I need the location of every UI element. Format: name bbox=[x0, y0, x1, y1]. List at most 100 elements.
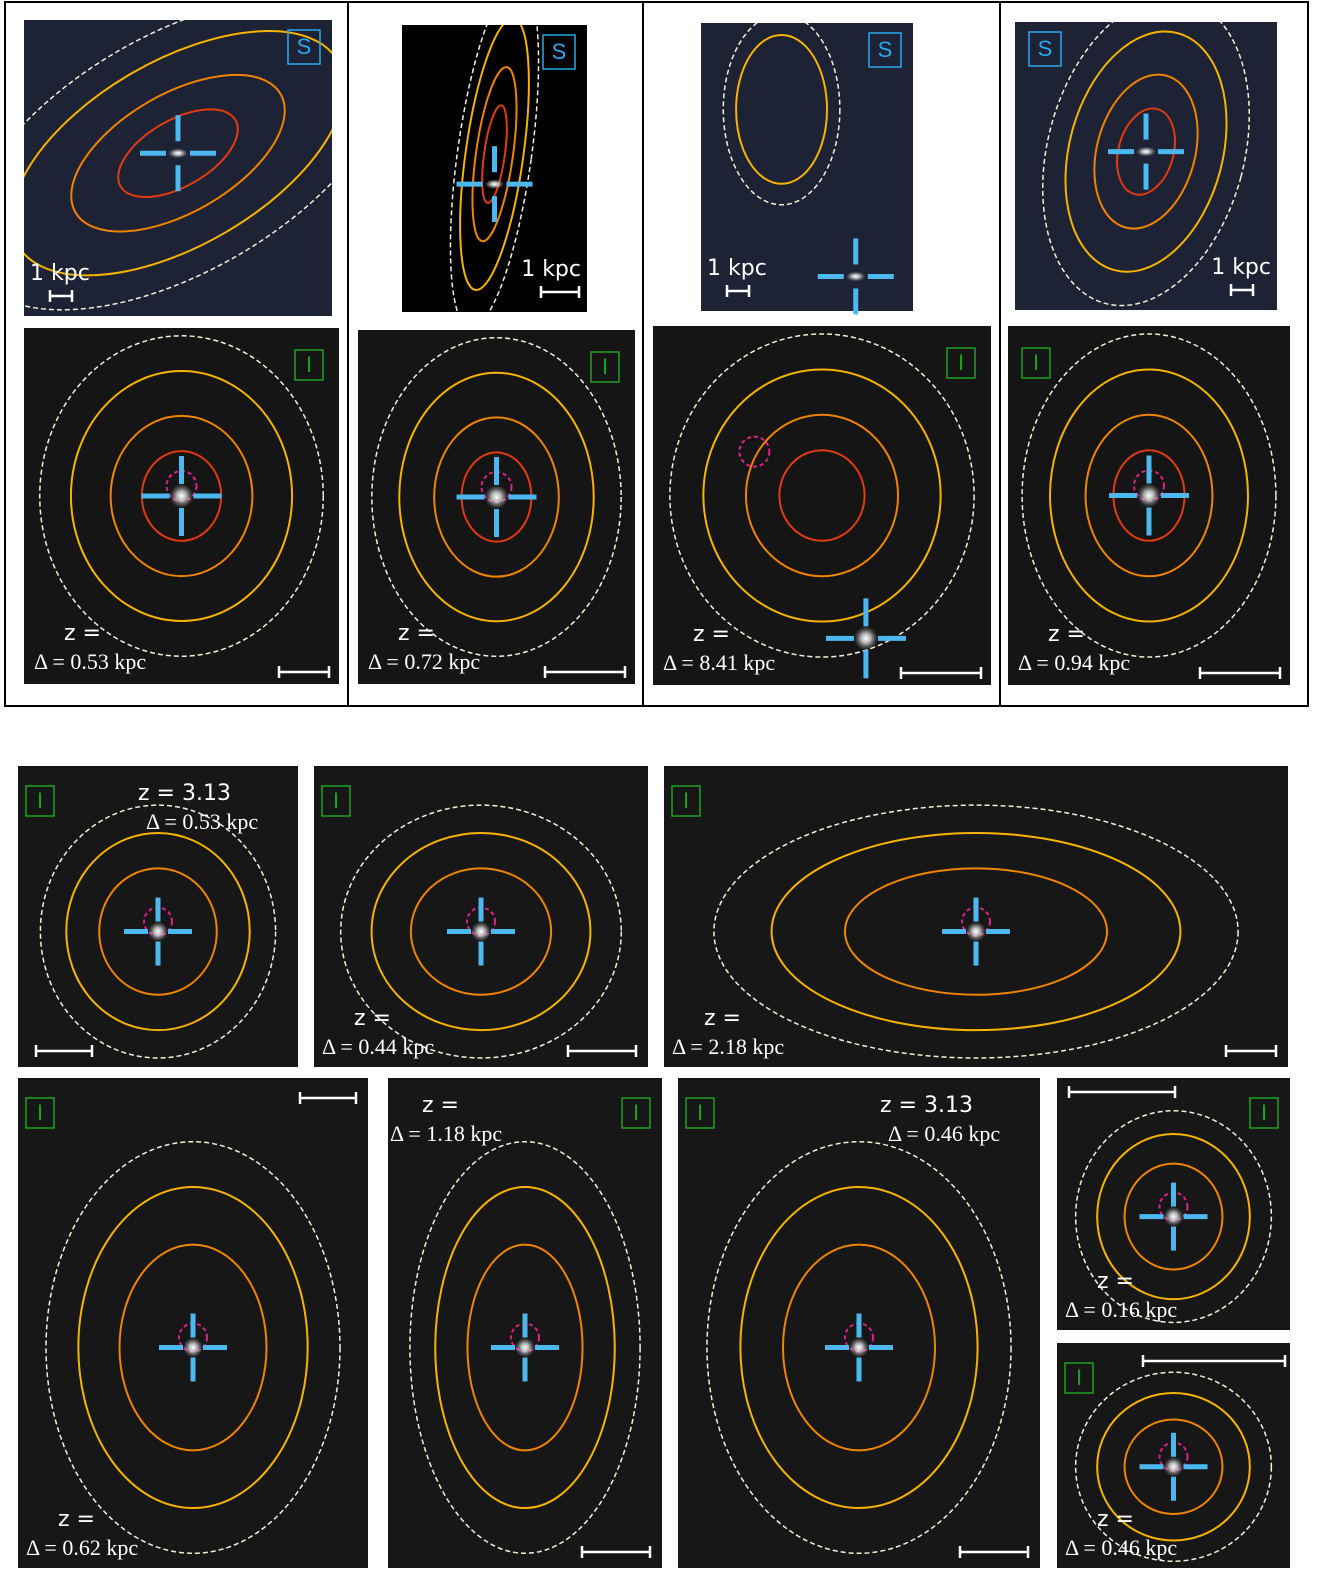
panel-content bbox=[45, 1140, 341, 1555]
panel-content bbox=[722, 23, 866, 282]
redshift: z = bbox=[704, 1006, 741, 1031]
band-label-box bbox=[621, 1097, 651, 1129]
contour bbox=[398, 371, 595, 623]
contour bbox=[1123, 1162, 1224, 1271]
source bbox=[853, 626, 878, 651]
contour bbox=[744, 413, 900, 578]
source bbox=[484, 485, 509, 509]
band-label-box bbox=[1028, 31, 1062, 67]
contour bbox=[669, 333, 975, 658]
contour bbox=[1084, 413, 1214, 578]
contour bbox=[781, 1243, 937, 1452]
redshift: z = 3.13 bbox=[138, 781, 231, 806]
band-label: I bbox=[37, 788, 43, 813]
contour bbox=[713, 804, 1239, 1059]
aperture bbox=[738, 435, 771, 468]
contour bbox=[770, 831, 1182, 1032]
band-label: S bbox=[878, 37, 893, 62]
scale-label: 1 kpc bbox=[30, 261, 90, 286]
panel-content bbox=[713, 804, 1239, 1059]
panel-content bbox=[706, 1140, 1012, 1555]
contour bbox=[339, 804, 623, 1059]
panel-content bbox=[339, 804, 623, 1059]
redshift: z = bbox=[422, 1093, 459, 1118]
contour bbox=[65, 831, 251, 1032]
offset: Δ = 0.44 kpc bbox=[322, 1034, 434, 1059]
redshift: z = bbox=[693, 622, 730, 647]
contour bbox=[1074, 1110, 1273, 1324]
contour bbox=[117, 108, 239, 199]
contour bbox=[481, 104, 508, 204]
source bbox=[1137, 483, 1161, 508]
source bbox=[966, 921, 986, 942]
contour bbox=[45, 1140, 341, 1555]
band-label-box bbox=[590, 351, 620, 383]
offset: Δ = 2.18 kpc bbox=[672, 1034, 784, 1059]
panel-content bbox=[1021, 333, 1277, 658]
contour bbox=[1116, 107, 1176, 196]
contour bbox=[1123, 1418, 1224, 1515]
panel-content bbox=[1074, 1371, 1273, 1562]
band-label-box bbox=[1021, 347, 1051, 379]
redshift: z = 3.13 bbox=[880, 1093, 973, 1118]
contour bbox=[24, 20, 332, 311]
band-label: I bbox=[1076, 1365, 1082, 1390]
contour bbox=[739, 1185, 979, 1510]
band-label-box bbox=[868, 32, 902, 68]
panel-content bbox=[24, 20, 332, 311]
offset: Δ = 0.53 kpc bbox=[34, 649, 146, 674]
contour bbox=[77, 1185, 309, 1510]
band-label: I bbox=[958, 350, 964, 375]
band-label: I bbox=[697, 1100, 703, 1125]
redshift: z = bbox=[64, 621, 101, 646]
contour bbox=[1093, 73, 1199, 230]
contour bbox=[98, 867, 218, 996]
contour bbox=[471, 66, 518, 243]
redshift: z = bbox=[354, 1006, 391, 1031]
band-label: S bbox=[552, 39, 567, 64]
band-label: I bbox=[683, 788, 689, 813]
offset: Δ = 0.46 kpc bbox=[888, 1121, 1000, 1146]
band-label: I bbox=[333, 788, 339, 813]
band-label-box bbox=[671, 785, 701, 817]
contour bbox=[370, 831, 592, 1032]
contour bbox=[39, 335, 324, 657]
source bbox=[515, 1337, 535, 1358]
band-label-box bbox=[542, 34, 576, 70]
contour bbox=[778, 449, 866, 542]
band-label: I bbox=[37, 1100, 43, 1125]
panel-content bbox=[1041, 22, 1251, 307]
band-label: S bbox=[1038, 36, 1053, 61]
contour bbox=[69, 370, 294, 622]
contour bbox=[459, 25, 530, 291]
source bbox=[471, 921, 491, 942]
contour bbox=[1096, 1392, 1251, 1542]
contour bbox=[70, 73, 286, 233]
panel-content bbox=[409, 1140, 641, 1555]
offset: Δ = 0.62 kpc bbox=[26, 1535, 138, 1560]
source bbox=[1163, 1206, 1184, 1227]
redshift: z = bbox=[58, 1507, 95, 1532]
contour bbox=[434, 1185, 616, 1510]
panel-content bbox=[39, 804, 277, 1059]
offset: Δ = 0.46 kpc bbox=[1065, 1535, 1177, 1560]
offset: Δ = 0.72 kpc bbox=[368, 649, 480, 674]
offset: Δ = 0.16 kpc bbox=[1065, 1297, 1177, 1322]
panel-content bbox=[449, 25, 540, 312]
contour bbox=[1021, 333, 1277, 658]
band-label: I bbox=[602, 354, 608, 379]
band-label-box bbox=[25, 1097, 55, 1129]
contour bbox=[1041, 22, 1251, 307]
panel-content bbox=[669, 333, 975, 658]
redshift: z = bbox=[1097, 1269, 1134, 1294]
contour bbox=[702, 368, 942, 623]
source bbox=[849, 1337, 869, 1358]
band-label: I bbox=[633, 1100, 639, 1125]
offset: Δ = 0.94 kpc bbox=[1018, 650, 1130, 675]
contour bbox=[1064, 30, 1228, 273]
band-label: I bbox=[306, 352, 312, 377]
contour bbox=[706, 1140, 1012, 1555]
redshift: z = bbox=[1048, 622, 1085, 647]
frame bbox=[4, 1, 1309, 707]
